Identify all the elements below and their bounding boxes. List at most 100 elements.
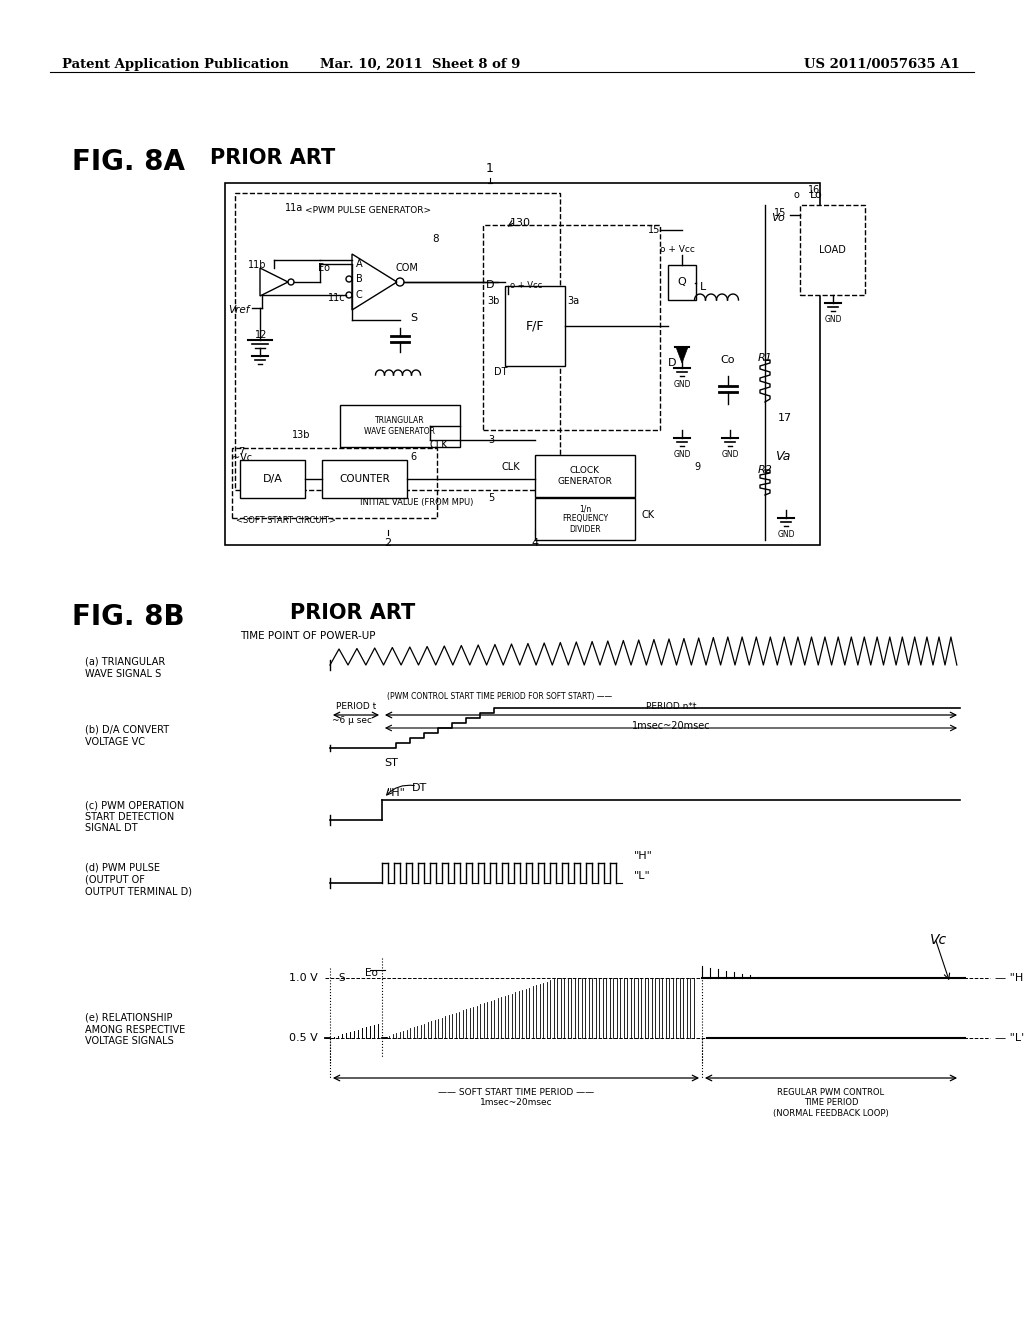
Text: D: D — [486, 280, 495, 290]
Text: (b) D/A CONVERT
VOLTAGE VC: (b) D/A CONVERT VOLTAGE VC — [85, 725, 169, 747]
Text: FIG. 8B: FIG. 8B — [72, 603, 184, 631]
Text: GND: GND — [777, 531, 795, 539]
Text: S: S — [338, 973, 345, 983]
Text: PRIOR ART: PRIOR ART — [210, 148, 335, 168]
Text: COM: COM — [396, 263, 419, 273]
Text: CK: CK — [642, 510, 655, 520]
Text: REGULAR PWM CONTROL
TIME PERIOD
(NORMAL FEEDBACK LOOP): REGULAR PWM CONTROL TIME PERIOD (NORMAL … — [773, 1088, 889, 1118]
Text: (c) PWM OPERATION
START DETECTION
SIGNAL DT: (c) PWM OPERATION START DETECTION SIGNAL… — [85, 800, 184, 833]
Text: <PWM PULSE GENERATOR>: <PWM PULSE GENERATOR> — [305, 206, 431, 215]
Text: ST: ST — [384, 758, 398, 768]
Text: GND: GND — [673, 380, 691, 389]
Text: Q: Q — [678, 277, 686, 288]
Text: US 2011/0057635 A1: US 2011/0057635 A1 — [804, 58, 961, 71]
Text: 16: 16 — [808, 185, 820, 195]
Text: "H": "H" — [634, 851, 653, 861]
Text: Eo: Eo — [318, 263, 330, 273]
Text: 6: 6 — [410, 451, 416, 462]
Text: 11c: 11c — [328, 293, 346, 304]
Text: 1/n
FREQUENCY
DIVIDER: 1/n FREQUENCY DIVIDER — [562, 504, 608, 533]
Text: 15: 15 — [773, 209, 786, 218]
Text: 1.0 V: 1.0 V — [289, 973, 318, 983]
Text: 15: 15 — [647, 224, 660, 235]
Text: PERIOD t: PERIOD t — [336, 702, 376, 711]
Text: 130: 130 — [510, 218, 531, 228]
Text: Vref: Vref — [228, 305, 250, 315]
Text: 12: 12 — [255, 330, 267, 341]
Text: F/F: F/F — [525, 319, 544, 333]
Text: — "H": — "H" — [995, 973, 1024, 983]
Text: o: o — [793, 190, 799, 201]
Text: GND: GND — [824, 315, 842, 323]
Bar — [234, 193, 560, 490]
Text: — "L": — "L" — [995, 1034, 1024, 1043]
Text: (e) RELATIONSHIP
AMONG RESPECTIVE
VOLTAGE SIGNALS: (e) RELATIONSHIP AMONG RESPECTIVE VOLTAG… — [85, 1012, 185, 1047]
Text: Mar. 10, 2011  Sheet 8 of 9: Mar. 10, 2011 Sheet 8 of 9 — [319, 58, 520, 71]
Text: D: D — [668, 358, 677, 368]
Text: 2: 2 — [384, 539, 391, 548]
Bar — [225, 183, 820, 545]
Text: D/A: D/A — [262, 474, 283, 484]
Text: Va: Va — [775, 450, 791, 463]
Text: 17: 17 — [778, 413, 793, 422]
Text: ~Vc: ~Vc — [232, 453, 252, 463]
Text: "L": "L" — [634, 871, 650, 880]
Text: Co: Co — [720, 355, 734, 366]
Text: 1msec~20msec: 1msec~20msec — [632, 721, 711, 731]
Text: —— SOFT START TIME PERIOD ——: —— SOFT START TIME PERIOD —— — [438, 1088, 594, 1097]
Text: 1: 1 — [486, 162, 494, 176]
Text: TIME POINT OF POWER-UP: TIME POINT OF POWER-UP — [240, 631, 376, 642]
Text: Vc: Vc — [930, 933, 947, 946]
Text: GND: GND — [673, 450, 691, 459]
Text: ~6 μ sec: ~6 μ sec — [332, 715, 372, 725]
Text: GND: GND — [721, 450, 738, 459]
Polygon shape — [676, 347, 688, 363]
Text: CLOCK
GENERATOR: CLOCK GENERATOR — [557, 466, 612, 486]
Text: L: L — [700, 282, 707, 292]
Text: 3b: 3b — [487, 296, 500, 306]
Text: A: A — [356, 259, 362, 269]
Bar — [483, 224, 660, 430]
Text: DT: DT — [412, 783, 427, 793]
Text: (d) PWM PULSE
(OUTPUT OF
OUTPUT TERMINAL D): (d) PWM PULSE (OUTPUT OF OUTPUT TERMINAL… — [85, 863, 193, 896]
Text: o + Vcc: o + Vcc — [660, 246, 695, 253]
Text: PRIOR ART: PRIOR ART — [290, 603, 416, 623]
Text: 3: 3 — [488, 436, 495, 445]
Text: 13b: 13b — [292, 430, 310, 440]
Text: B: B — [356, 275, 362, 284]
Bar — [240, 459, 305, 498]
Text: INITIAL VALUE (FROM MPU): INITIAL VALUE (FROM MPU) — [360, 498, 473, 507]
Text: CLK: CLK — [430, 440, 449, 450]
Text: COUNTER: COUNTER — [339, 474, 390, 484]
Bar — [535, 455, 635, 498]
Text: (a) TRIANGULAR
WAVE SIGNAL S: (a) TRIANGULAR WAVE SIGNAL S — [85, 657, 165, 678]
Text: 1msec~20msec: 1msec~20msec — [479, 1098, 552, 1107]
Text: Vo: Vo — [771, 213, 785, 223]
Text: Patent Application Publication: Patent Application Publication — [62, 58, 289, 71]
Text: S: S — [410, 313, 417, 323]
Bar — [322, 459, 407, 498]
Text: Eo: Eo — [365, 968, 378, 978]
Text: FIG. 8A: FIG. 8A — [72, 148, 185, 176]
Text: 11a: 11a — [285, 203, 303, 213]
Text: R1: R1 — [758, 352, 773, 363]
Bar — [232, 447, 437, 517]
Text: 4: 4 — [531, 539, 539, 548]
Text: 3a: 3a — [567, 296, 580, 306]
Text: DT: DT — [494, 367, 508, 378]
Text: o + Vcc: o + Vcc — [510, 281, 543, 290]
Bar — [340, 405, 460, 447]
Text: 0.5 V: 0.5 V — [289, 1034, 318, 1043]
Bar — [505, 286, 565, 366]
Text: "H": "H" — [387, 788, 406, 799]
Bar — [535, 498, 635, 540]
Text: <SOFT START CIRCUIT>: <SOFT START CIRCUIT> — [236, 516, 336, 525]
Text: C: C — [356, 290, 362, 300]
Text: 9: 9 — [694, 462, 700, 473]
Text: TRIANGULAR
WAVE GENERATOR: TRIANGULAR WAVE GENERATOR — [365, 416, 435, 436]
Text: PERIOD n*t: PERIOD n*t — [646, 702, 696, 711]
Text: 7: 7 — [238, 447, 245, 457]
Text: (PWM CONTROL START TIME PERIOD FOR SOFT START) ——: (PWM CONTROL START TIME PERIOD FOR SOFT … — [387, 692, 612, 701]
Text: CLK: CLK — [502, 462, 520, 473]
Text: R2: R2 — [758, 465, 773, 475]
